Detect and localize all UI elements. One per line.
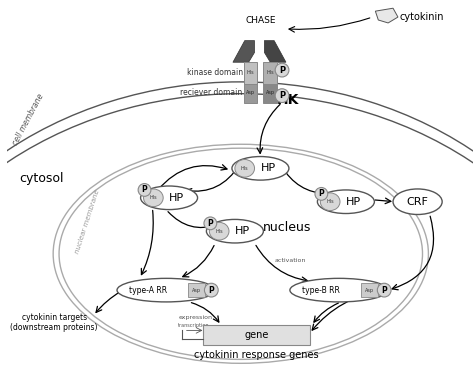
- Text: P: P: [279, 91, 285, 100]
- Text: cytokinin response genes: cytokinin response genes: [194, 350, 319, 360]
- Text: CHASE: CHASE: [245, 16, 276, 25]
- Text: HP: HP: [235, 226, 250, 236]
- Ellipse shape: [290, 278, 388, 302]
- Text: transcription: transcription: [178, 323, 210, 329]
- Text: cell membrane: cell membrane: [11, 92, 46, 147]
- Circle shape: [275, 63, 289, 77]
- Ellipse shape: [318, 190, 374, 213]
- Text: type-B RR: type-B RR: [302, 286, 340, 295]
- Text: gene: gene: [244, 330, 269, 340]
- Text: P: P: [142, 185, 147, 194]
- Text: cytosol: cytosol: [19, 172, 64, 185]
- Text: His: His: [266, 69, 274, 75]
- Text: HP: HP: [346, 197, 361, 207]
- Ellipse shape: [117, 278, 215, 302]
- Text: activation: activation: [274, 258, 306, 263]
- Circle shape: [377, 283, 391, 297]
- FancyBboxPatch shape: [264, 84, 277, 103]
- Text: Asp: Asp: [192, 288, 201, 293]
- Text: expression: expression: [179, 315, 213, 320]
- Text: Asp: Asp: [266, 90, 275, 95]
- Ellipse shape: [206, 219, 264, 243]
- Text: P: P: [209, 286, 214, 295]
- FancyBboxPatch shape: [244, 62, 257, 84]
- Text: P: P: [381, 286, 387, 295]
- Text: P: P: [208, 219, 213, 228]
- Polygon shape: [233, 41, 255, 62]
- Text: P: P: [319, 189, 324, 198]
- Text: Asp: Asp: [246, 90, 255, 95]
- Polygon shape: [264, 41, 286, 62]
- Text: kinase domain: kinase domain: [187, 68, 243, 76]
- Text: HP: HP: [261, 163, 276, 173]
- Text: nucleus: nucleus: [263, 221, 311, 234]
- FancyBboxPatch shape: [264, 62, 277, 84]
- Text: type-A RR: type-A RR: [129, 286, 167, 295]
- FancyBboxPatch shape: [361, 283, 378, 297]
- Text: cytokinin: cytokinin: [400, 12, 445, 22]
- Text: His: His: [241, 166, 248, 171]
- Text: nuclear membrane: nuclear membrane: [74, 189, 101, 254]
- Circle shape: [138, 184, 151, 196]
- Text: HP: HP: [169, 193, 184, 203]
- Text: cytokinin targets
(downstream proteins): cytokinin targets (downstream proteins): [10, 313, 98, 332]
- Text: His: His: [247, 69, 255, 75]
- Ellipse shape: [144, 189, 163, 207]
- Ellipse shape: [141, 186, 198, 210]
- Ellipse shape: [232, 157, 289, 180]
- Text: P: P: [279, 66, 285, 75]
- Ellipse shape: [235, 160, 255, 177]
- Ellipse shape: [320, 193, 340, 211]
- Text: His: His: [215, 229, 223, 234]
- FancyBboxPatch shape: [244, 84, 257, 103]
- Circle shape: [275, 89, 289, 103]
- Text: CRF: CRF: [407, 197, 428, 207]
- Text: His: His: [327, 199, 334, 204]
- FancyBboxPatch shape: [203, 326, 310, 345]
- Circle shape: [204, 217, 217, 230]
- Text: reciever domain: reciever domain: [181, 88, 243, 97]
- FancyBboxPatch shape: [188, 283, 205, 297]
- Polygon shape: [375, 8, 398, 23]
- Ellipse shape: [210, 222, 229, 240]
- Text: HK: HK: [277, 93, 299, 107]
- Text: His: His: [149, 195, 157, 200]
- Circle shape: [204, 283, 218, 297]
- Circle shape: [315, 188, 328, 200]
- Ellipse shape: [393, 189, 442, 214]
- Text: Asp: Asp: [365, 288, 374, 293]
